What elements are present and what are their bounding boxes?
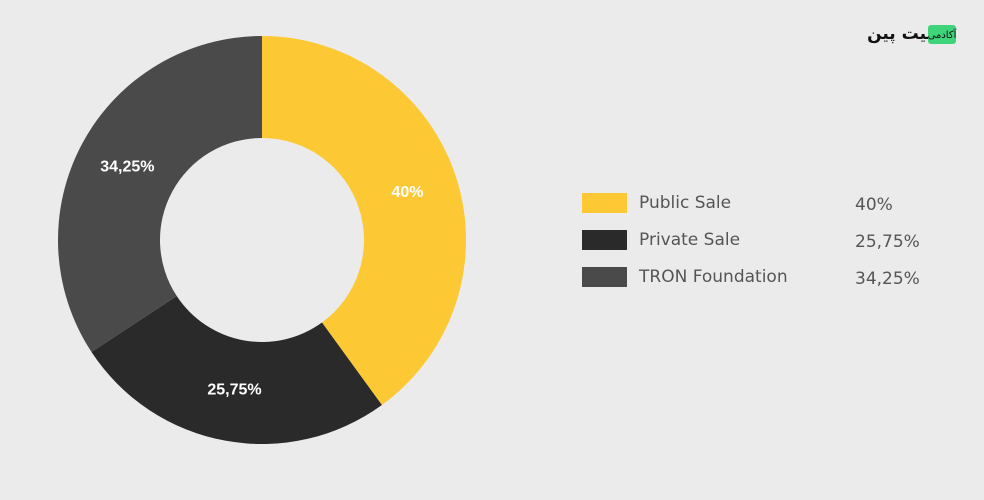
segment-label: 40% — [391, 184, 423, 201]
segment-label: 34,25% — [100, 159, 154, 176]
donut-segment — [58, 36, 263, 353]
legend-label: Private Sale — [639, 230, 740, 250]
legend-label: TRON Foundation — [638, 267, 788, 287]
donut-segment — [262, 36, 466, 406]
logo-badge — [928, 25, 956, 44]
legend-swatch — [582, 193, 627, 213]
donut-segment — [91, 296, 382, 444]
legend-label: Public Sale — [639, 193, 731, 213]
logo-name: بیت پین — [867, 24, 933, 44]
segment-label: 25,75% — [207, 382, 261, 399]
legend-swatch — [582, 267, 627, 287]
logo-badge-text: آکادمی — [928, 28, 958, 41]
legend-value: 40% — [855, 195, 893, 215]
legend-swatch — [582, 230, 627, 250]
legend-value: 25,75% — [855, 232, 920, 252]
legend-value: 34,25% — [855, 269, 920, 289]
